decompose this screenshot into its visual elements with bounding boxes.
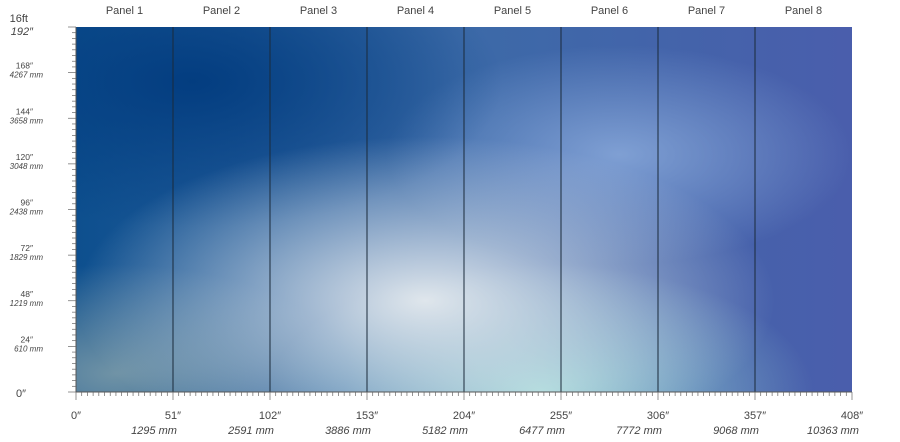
height-mm-label: 1219 mm — [10, 299, 44, 308]
panel-label: Panel 4 — [397, 5, 434, 17]
width-mm-label: 5182 mm — [422, 425, 468, 437]
height-inch-label: 192″ — [11, 26, 34, 38]
height-mm-label: 4267 mm — [10, 71, 44, 80]
height-inch-label: 168″ — [16, 61, 33, 71]
height-inch-label: 144″ — [16, 106, 33, 116]
height-inch-label: 120″ — [16, 152, 33, 162]
height-inch-label: 96″ — [21, 198, 33, 208]
panel-label: Panel 7 — [688, 5, 725, 17]
height-title: 16ft — [10, 13, 28, 25]
height-mm-label: 2438 mm — [9, 208, 44, 217]
height-mm-label: 610 mm — [14, 344, 43, 353]
height-inch-label: 72″ — [21, 243, 33, 253]
width-mm-label: 3886 mm — [325, 425, 371, 437]
height-mm-label: 3048 mm — [10, 162, 44, 171]
width-inch-label: 0″ — [71, 410, 81, 422]
width-mm-label: 1295 mm — [131, 425, 177, 437]
width-inch-label: 102″ — [259, 410, 281, 422]
height-mm-label: 3658 mm — [10, 116, 44, 125]
panel-label: Panel 1 — [106, 5, 143, 17]
height-mm-label: 1829 mm — [10, 253, 44, 262]
height-inch-label: 0″ — [16, 388, 26, 400]
width-mm-label: 6477 mm — [519, 425, 565, 437]
width-inch-label: 255″ — [550, 410, 572, 422]
panel-label: Panel 2 — [203, 5, 240, 17]
width-mm-label: 9068 mm — [713, 425, 759, 437]
width-mm-label: 10363 mm — [807, 425, 859, 437]
width-inch-label: 306″ — [647, 410, 669, 422]
panel-label: Panel 5 — [494, 5, 531, 17]
panel-label: Panel 3 — [300, 5, 337, 17]
panel-label: Panel 8 — [785, 5, 822, 17]
width-inch-label: 153″ — [356, 410, 378, 422]
panel-label: Panel 6 — [591, 5, 628, 17]
width-inch-label: 357″ — [744, 410, 766, 422]
width-inch-label: 408″ — [841, 410, 863, 422]
width-inch-label: 204″ — [453, 410, 475, 422]
width-inch-label: 51″ — [165, 410, 181, 422]
width-mm-label: 2591 mm — [227, 425, 274, 437]
height-inch-label: 24″ — [21, 334, 33, 344]
height-inch-label: 48″ — [21, 289, 33, 299]
width-mm-label: 7772 mm — [616, 425, 662, 437]
